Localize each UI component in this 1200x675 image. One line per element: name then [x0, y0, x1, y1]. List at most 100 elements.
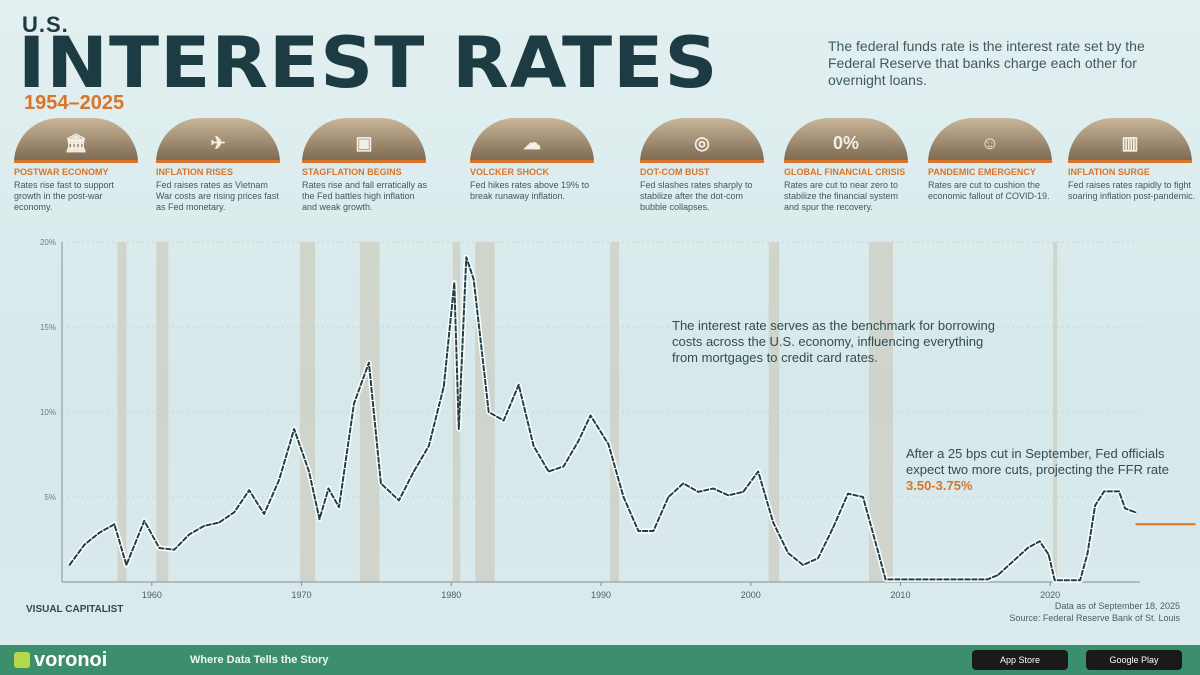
event-image: ▥: [1068, 118, 1192, 163]
data-point: [98, 531, 101, 534]
data-point: [862, 496, 864, 498]
data-point: [877, 550, 879, 553]
data-point: [353, 402, 355, 405]
data-point: [1134, 511, 1137, 514]
data-point: [517, 384, 520, 386]
data-point: [442, 385, 445, 388]
event-image: ✈: [156, 118, 280, 163]
event-image: ▣: [302, 118, 426, 163]
bank-icon: ▥: [1121, 133, 1139, 153]
event-description: Fed slashes rates sharply to stabilize a…: [640, 180, 753, 212]
event-label: Inflation Surge: [1068, 167, 1150, 177]
event-image: 0%: [784, 118, 908, 163]
y-tick-label: 10%: [40, 408, 56, 417]
event-description: Rates rise and fall erratically as the F…: [302, 180, 428, 212]
data-point: [472, 278, 475, 281]
data-point: [757, 470, 760, 473]
data-point: [697, 491, 700, 493]
footer-tagline: Where Data Tells the Story: [190, 654, 329, 666]
event-description: Rates rise fast to support growth in the…: [14, 180, 115, 212]
data-point: [263, 513, 265, 515]
source-note: Source: Federal Reserve Bank of St. Loui…: [1009, 613, 1180, 623]
y-tick-label: 20%: [40, 238, 56, 247]
data-point: [682, 482, 685, 485]
data-point: [203, 525, 206, 527]
data-point: [398, 499, 400, 502]
data-point: [465, 256, 468, 259]
data-point: [802, 564, 804, 566]
data-point: [83, 543, 86, 546]
footer-bar: voronoi Where Data Tells the Story App S…: [0, 645, 1200, 675]
data-point: [125, 564, 128, 566]
data-point: [248, 489, 250, 492]
event-label: Volcker Shock: [470, 167, 550, 177]
data-point: [772, 521, 774, 524]
data-point: [233, 511, 235, 514]
portrait-icon: ☺: [980, 133, 1000, 153]
event-label: Dot-Com Bust: [640, 167, 710, 177]
data-point: [996, 574, 999, 576]
data-point: [667, 496, 670, 498]
data-point: [547, 470, 550, 473]
data-point: [986, 578, 989, 581]
data-point: [532, 445, 535, 447]
x-tick-label: 1970: [292, 590, 312, 600]
data-point: [428, 445, 430, 447]
y-tick-label: 5%: [44, 493, 56, 502]
event-label: Stagflation Begins: [302, 167, 402, 177]
x-tick-label: 1960: [142, 590, 162, 600]
data-point: [622, 496, 625, 498]
data-date-note: Data as of September 18, 2025: [1054, 601, 1180, 611]
data-point: [218, 521, 221, 524]
data-point: [113, 523, 116, 525]
data-point: [1094, 504, 1096, 507]
interest-rate-chart: 5% 10% 15% 20% 1960 1970 1980 1990 2000 2010 2020: [40, 238, 1196, 600]
data-point: [832, 526, 834, 529]
data-point: [577, 440, 580, 442]
event-gfc: 0% Global Financial Crisis Rates are cut…: [784, 118, 912, 213]
x-tick-label: 2000: [741, 590, 761, 600]
data-point: [929, 578, 932, 581]
page-title: INTEREST RATES: [18, 22, 719, 104]
date-range: 1954–2025: [24, 92, 125, 114]
data-point: [308, 470, 310, 473]
event-label: Postwar Economy: [14, 167, 109, 177]
event-pandemic: ☺ Pandemic Emergency Rates are cut to cu…: [928, 118, 1056, 202]
x-tick-label: 2020: [1040, 590, 1060, 600]
event-band: [609, 242, 619, 582]
y-tick-label: 15%: [40, 323, 56, 332]
data-point: [1053, 579, 1056, 582]
data-point: [1026, 547, 1029, 549]
event-description: Fed raises rates as Vietnam War costs ar…: [156, 180, 279, 212]
data-point: [1047, 554, 1050, 556]
event-band: [1053, 242, 1058, 582]
tv-icon: ▣: [355, 133, 373, 153]
data-point: [487, 411, 490, 413]
data-point: [847, 492, 849, 495]
source-notes: Data as of September 18, 2025 Source: Fe…: [1009, 600, 1180, 624]
data-point: [502, 419, 505, 422]
building-icon: 🏛: [64, 133, 88, 153]
data-point: [742, 491, 745, 493]
data-point: [68, 564, 71, 566]
data-point: [1118, 490, 1120, 493]
voronoi-logo[interactable]: voronoi: [14, 649, 107, 672]
data-point: [727, 494, 730, 497]
data-point: [787, 552, 789, 554]
data-point: [817, 557, 819, 559]
title-kicker: U.S.: [22, 12, 69, 37]
event-description: Fed raises rates rapidly to fight soarin…: [1068, 180, 1196, 201]
data-point: [453, 282, 456, 284]
data-point: [293, 428, 295, 430]
google-play-button[interactable]: Google Play: [1086, 650, 1182, 670]
data-point: [652, 530, 655, 532]
app-store-button[interactable]: App Store: [972, 650, 1068, 670]
voronoi-logo-text: voronoi: [34, 649, 108, 671]
event-band: [359, 242, 380, 582]
data-point: [1122, 503, 1125, 505]
data-point: [712, 487, 715, 490]
background: [0, 0, 1200, 645]
series-line: [68, 256, 1136, 582]
event-label: Inflation Rises: [156, 167, 233, 177]
data-point: [884, 578, 887, 581]
